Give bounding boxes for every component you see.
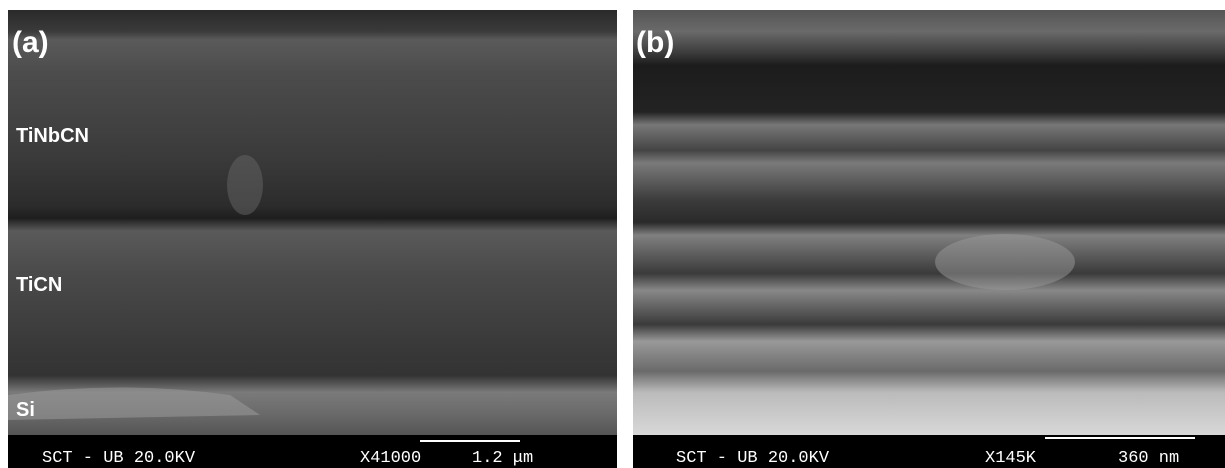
micrograph — [8, 10, 617, 435]
layer-label: TiNbCN — [16, 125, 89, 147]
magnification: X145K — [985, 449, 1037, 468]
footer-info: SCT - UB 20.0KV — [676, 449, 830, 468]
defect — [935, 234, 1075, 290]
scale-label: 1.2 μm — [472, 449, 533, 468]
panel-label: (a) — [12, 26, 49, 59]
scale-label: 360 nm — [1118, 449, 1179, 468]
footer-bar — [633, 435, 1225, 468]
panel-b: (b) SCT - UB 20.0KV X145K 360 nm — [633, 10, 1225, 468]
panel-label: (b) — [636, 26, 674, 59]
footer-info: SCT - UB 20.0KV — [42, 449, 196, 468]
layer-label: Si — [16, 399, 35, 421]
si-highlight — [8, 387, 260, 420]
magnification: X41000 — [360, 449, 421, 468]
layer-label: TiCN — [16, 274, 62, 296]
panel-a: (a) TiNbCN TiCN Si SCT - UB 20.0KV X4100… — [8, 10, 617, 468]
defect — [227, 155, 263, 215]
micrograph — [633, 10, 1225, 435]
